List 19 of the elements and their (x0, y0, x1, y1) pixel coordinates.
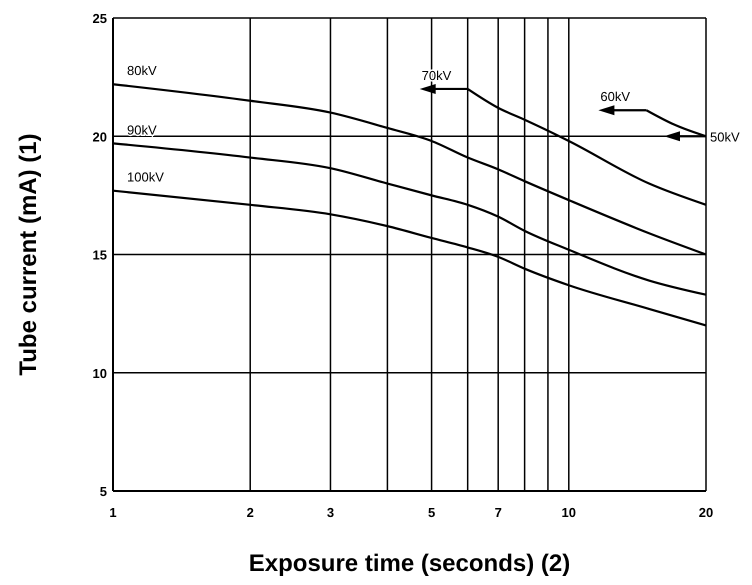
series-label: 90kV (127, 122, 157, 138)
series-label: 80kV (127, 63, 157, 78)
x-axis-title: Exposure time (seconds) (2) (248, 550, 570, 577)
y-axis-title: Tube current (mA) (1) (15, 133, 42, 376)
y-tick-label: 20 (92, 129, 107, 144)
series-label: 100kV (127, 170, 164, 185)
series-label: 60kV (600, 89, 630, 104)
x-tick-label: 2 (246, 505, 254, 520)
y-tick-label: 10 (92, 366, 107, 381)
x-tick-label: 3 (326, 505, 334, 520)
x-tick-label: 1 (109, 505, 117, 520)
y-tick-label: 15 (92, 248, 107, 262)
ref-line-label: 50kV (710, 129, 740, 144)
y-tick-label: 25 (92, 11, 107, 26)
x-tick-label: 20 (698, 505, 714, 520)
x-tick-label: 5 (428, 505, 436, 520)
x-tick-label: 7 (494, 505, 502, 520)
x-tick-label: 10 (562, 505, 576, 520)
y-tick-label: 5 (100, 484, 107, 499)
